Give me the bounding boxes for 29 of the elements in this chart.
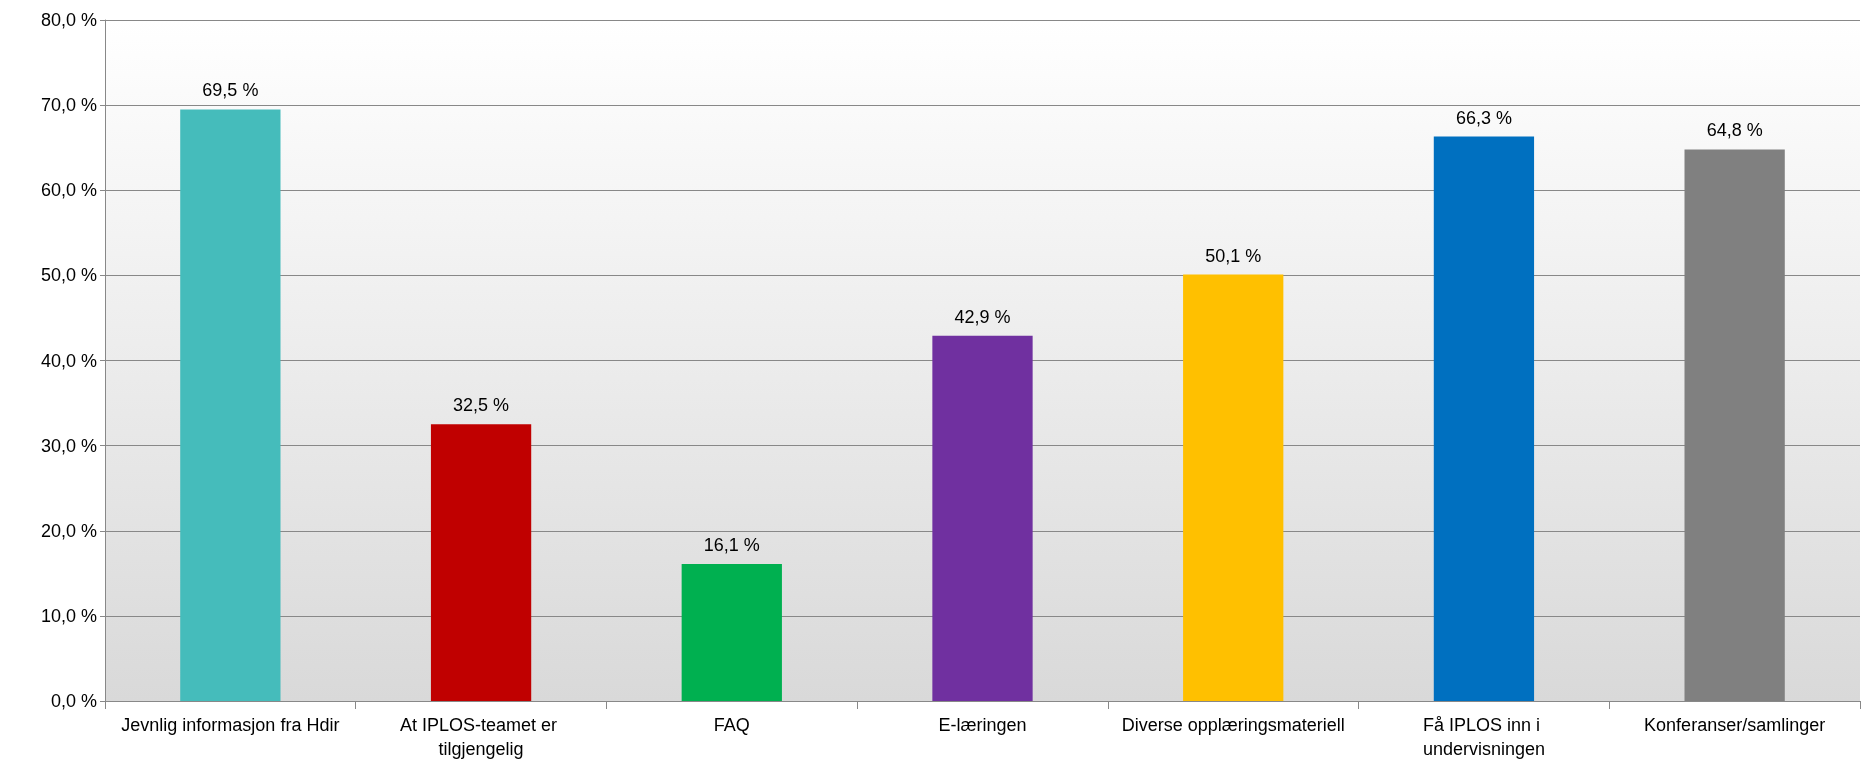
x-tick-label: Konferanser/samlinger (1644, 715, 1826, 735)
bar (1433, 136, 1535, 701)
x-tick-label: Diverse opplæringsmateriell (1121, 715, 1345, 735)
bar (681, 563, 782, 701)
bar (932, 335, 1033, 701)
y-tick-label: 10,0 % (40, 605, 97, 626)
bar (180, 109, 281, 701)
y-tick-label: 50,0 % (40, 265, 97, 286)
bar (1183, 274, 1284, 701)
x-tick-label: Få IPLOS inn i undervisningen (1422, 715, 1545, 759)
x-tick-label: Jevnlig informasjon fra Hdir (121, 715, 340, 735)
data-label: 50,1 % (1205, 245, 1262, 266)
y-tick-label: 70,0 % (40, 95, 97, 116)
data-label: 32,5 % (453, 395, 510, 416)
y-tick-label: 20,0 % (40, 520, 97, 541)
y-tick-label: 60,0 % (40, 180, 97, 201)
y-tick-label: 40,0 % (40, 350, 97, 371)
data-label: 64,8 % (1706, 120, 1763, 141)
y-tick-label: 80,0 % (40, 10, 97, 30)
data-label: 66,3 % (1455, 107, 1512, 128)
data-label: 42,9 % (954, 306, 1011, 327)
bar (430, 424, 532, 701)
x-tick-label: FAQ (713, 715, 750, 735)
data-label: 69,5 % (202, 80, 259, 101)
data-label: 16,1 % (703, 534, 760, 555)
y-tick-label: 30,0 % (40, 435, 97, 456)
y-tick-label: 0,0 % (50, 691, 97, 711)
x-tick-label: At IPLOS-teamet er tilgjengelig (400, 715, 563, 759)
x-tick-label: E-læringen (938, 715, 1027, 735)
